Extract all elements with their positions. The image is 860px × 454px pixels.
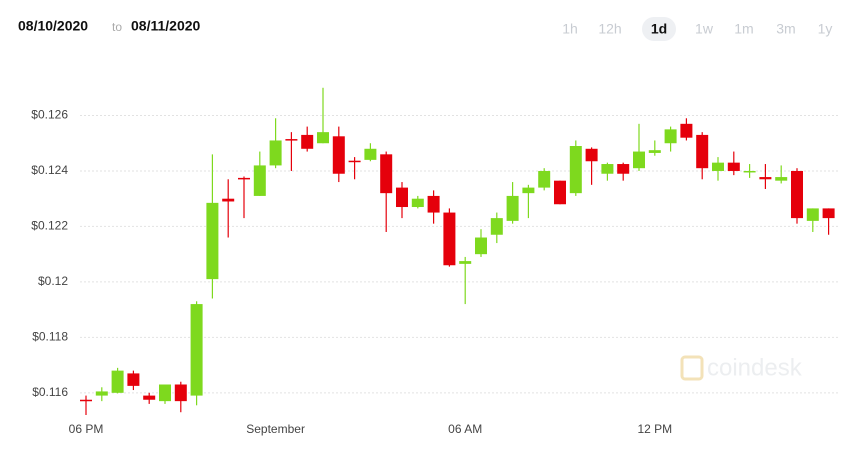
x-tick-label: September bbox=[246, 422, 305, 436]
candle-body bbox=[633, 151, 645, 169]
candle-body bbox=[522, 187, 535, 194]
range-button[interactable]: 1h bbox=[562, 21, 578, 37]
candle-body bbox=[174, 384, 187, 402]
date-to: 08/11/2020 bbox=[131, 18, 201, 34]
candle-body bbox=[411, 198, 424, 208]
x-tick-label: 12 PM bbox=[637, 422, 672, 436]
y-tick-label: $0.118 bbox=[32, 330, 68, 344]
candle-body bbox=[443, 212, 456, 266]
watermark-logo bbox=[680, 355, 704, 381]
candle-body bbox=[696, 134, 709, 169]
y-tick-label: $0.116 bbox=[32, 385, 68, 399]
candle-body bbox=[759, 177, 772, 180]
range-button[interactable]: 3m bbox=[776, 21, 795, 37]
y-tick-label: $0.124 bbox=[31, 163, 68, 177]
candle-body bbox=[743, 170, 756, 173]
candle-body bbox=[143, 395, 156, 400]
candle-body bbox=[190, 304, 203, 396]
candle-body bbox=[712, 162, 724, 171]
candle-body bbox=[648, 150, 661, 153]
candle-body bbox=[364, 148, 377, 160]
candle-body bbox=[238, 177, 250, 180]
candle-body bbox=[380, 154, 393, 194]
candle-body bbox=[664, 129, 677, 144]
candle-body bbox=[538, 170, 551, 188]
candle-body bbox=[348, 160, 361, 163]
range-button[interactable]: 1y bbox=[818, 21, 833, 37]
candle-body bbox=[269, 140, 282, 166]
candle-body bbox=[206, 202, 219, 280]
candle-body bbox=[554, 180, 566, 205]
candle-body bbox=[569, 146, 582, 194]
x-tick-label: 06 PM bbox=[69, 422, 104, 436]
candle-body bbox=[127, 373, 140, 386]
candle-body bbox=[317, 132, 329, 144]
date-from: 08/10/2020 bbox=[18, 18, 88, 34]
candle-body bbox=[490, 218, 503, 235]
candle-body bbox=[427, 195, 440, 213]
x-tick-label: 06 AM bbox=[448, 422, 482, 436]
range-button[interactable]: 1m bbox=[734, 21, 753, 37]
candle-body bbox=[585, 148, 598, 162]
candle-body bbox=[332, 136, 345, 174]
candle-body bbox=[285, 139, 298, 141]
candle-body bbox=[111, 370, 124, 393]
y-tick-label: $0.12 bbox=[38, 274, 68, 288]
candle-body bbox=[459, 261, 472, 264]
candle-body bbox=[680, 123, 693, 138]
watermark: coindesk bbox=[707, 354, 803, 381]
range-button[interactable]: 12h bbox=[598, 21, 621, 37]
candle-body bbox=[791, 170, 803, 219]
y-tick-label: $0.122 bbox=[31, 219, 68, 233]
y-tick-label: $0.126 bbox=[31, 108, 68, 122]
candle-body bbox=[617, 164, 630, 174]
candle-body bbox=[806, 208, 819, 221]
range-button[interactable]: 1d bbox=[651, 21, 667, 37]
candle-body bbox=[775, 177, 788, 181]
range-selected-bg bbox=[642, 17, 676, 41]
candle-body bbox=[159, 384, 171, 402]
candle-body bbox=[253, 165, 266, 196]
candle-body bbox=[475, 237, 487, 255]
date-separator: to bbox=[112, 20, 122, 34]
candle-body bbox=[506, 195, 519, 221]
candle-body bbox=[301, 134, 314, 149]
candle-body bbox=[95, 391, 108, 396]
candle-body bbox=[727, 162, 740, 171]
candle-body bbox=[222, 198, 235, 202]
candle-body bbox=[822, 208, 835, 219]
candle-body bbox=[396, 187, 408, 208]
candle-body bbox=[601, 164, 614, 174]
range-button[interactable]: 1w bbox=[695, 21, 714, 37]
candle-body bbox=[80, 399, 92, 402]
